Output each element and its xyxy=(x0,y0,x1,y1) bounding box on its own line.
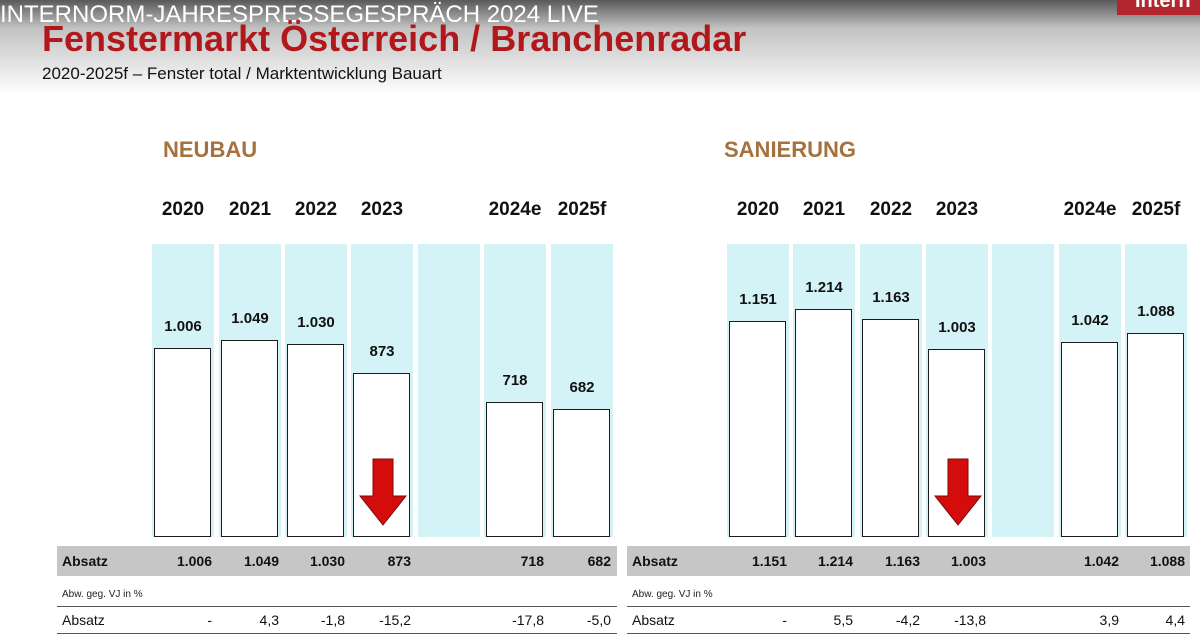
bar-value-label: 873 xyxy=(369,343,395,361)
absatz-value-cell: 1.049 xyxy=(243,553,279,569)
panel-title: NEUBAU xyxy=(163,137,258,162)
year-label: 2024e xyxy=(488,199,542,220)
absatz-value-cell: 1.006 xyxy=(176,553,212,569)
bar-2021 xyxy=(795,309,852,537)
change-value-cell: 5,5 xyxy=(833,612,853,628)
change-value-cell: 3,9 xyxy=(1099,612,1119,628)
year-label: 2020 xyxy=(161,199,205,220)
bar-2025f xyxy=(1127,333,1184,537)
brand-logo-text: Intern xyxy=(1135,0,1191,12)
deviation-note: Abw. geg. VJ in % xyxy=(62,589,143,600)
change-value-cell: 4,3 xyxy=(259,612,279,628)
absatz-value-cell: 1.030 xyxy=(309,553,345,569)
bar-2024e xyxy=(1061,341,1118,537)
bar-value-label: 1.049 xyxy=(231,310,269,328)
year-label: 2023 xyxy=(360,199,404,220)
change-value-cell: - xyxy=(782,612,787,628)
video-title: INTERNORM-JAHRESPRESSEGESPRÄCH 2024 LIVE xyxy=(0,1,599,28)
bar-value-label: 1.042 xyxy=(1071,311,1109,329)
absatz-value-cell: 1.214 xyxy=(817,553,853,569)
slide-title: Fenstermarkt Österreich / Branchenradar xyxy=(42,18,747,59)
bar-2022 xyxy=(862,318,919,537)
bar-value-label: 1.163 xyxy=(872,288,910,306)
change-row-label: Absatz xyxy=(632,612,675,628)
bar-2020 xyxy=(154,348,211,537)
change-row-label: Absatz xyxy=(62,612,105,628)
year-label: 2023 xyxy=(935,199,979,220)
change-value-cell: -4,2 xyxy=(895,612,920,628)
slide-subtitle: 2020-2025f – Fenster total / Marktentwic… xyxy=(42,64,442,83)
down-arrow-icon xyxy=(933,458,983,531)
deviation-note: Abw. geg. VJ in % xyxy=(632,589,713,600)
absatz-value-cell: 1.163 xyxy=(884,553,920,569)
bar-value-label: 1.088 xyxy=(1137,303,1175,320)
absatz-value-cell: 718 xyxy=(520,553,544,569)
absatz-value-cell: 1.088 xyxy=(1149,553,1185,569)
bar-2021 xyxy=(221,340,278,537)
bar-value-label: 1.003 xyxy=(938,318,976,336)
table-divider xyxy=(57,606,617,607)
year-label: 2025f xyxy=(557,199,607,220)
change-value-cell: -13,8 xyxy=(954,612,986,628)
absatz-value-cell: 1.003 xyxy=(950,553,986,569)
change-value-cell: -15,2 xyxy=(379,612,411,628)
year-label: 2021 xyxy=(228,199,272,220)
year-label: 2022 xyxy=(294,199,338,220)
change-value-cell: -1,8 xyxy=(320,612,345,628)
absatz-value-cell: 682 xyxy=(587,553,611,569)
video-overlay-shade xyxy=(0,0,1200,130)
absatz-row-label: Absatz xyxy=(62,553,108,569)
bar-2025f xyxy=(553,409,610,537)
absatz-value-cell: 1.151 xyxy=(751,553,787,569)
absatz-value-cell: 873 xyxy=(387,553,411,569)
bar-value-label: 1.006 xyxy=(164,318,202,336)
year-label: 2022 xyxy=(869,199,913,220)
year-label: 2024e xyxy=(1063,199,1117,220)
year-label: 2020 xyxy=(736,199,780,220)
table-divider xyxy=(627,606,1190,607)
panel-title: SANIERUNG xyxy=(724,137,857,162)
bar-value-label: 1.214 xyxy=(805,279,843,297)
change-value-cell: -17,8 xyxy=(512,612,544,628)
down-arrow-icon xyxy=(358,458,408,531)
table-divider xyxy=(57,633,617,634)
change-value-cell: - xyxy=(207,612,212,628)
bar-value-label: 1.030 xyxy=(297,313,335,331)
bar-value-label: 718 xyxy=(502,372,528,390)
year-label: 2021 xyxy=(802,199,846,220)
absatz-value-cell: 1.042 xyxy=(1083,553,1119,569)
bar-2022 xyxy=(287,343,344,537)
brand-logo: Intern xyxy=(1117,0,1200,15)
bar-value-label: 682 xyxy=(569,379,595,397)
absatz-row xyxy=(57,546,617,576)
column-background xyxy=(418,244,480,537)
change-value-cell: 4,4 xyxy=(1165,612,1185,628)
year-label: 2025f xyxy=(1131,199,1181,220)
change-value-cell: -5,0 xyxy=(586,612,611,628)
bar-2024e xyxy=(486,402,543,537)
table-divider xyxy=(627,633,1190,634)
column-background xyxy=(992,244,1054,537)
absatz-row-label: Absatz xyxy=(632,553,678,569)
bar-value-label: 1.151 xyxy=(739,291,777,309)
absatz-row xyxy=(627,546,1190,576)
bar-2020 xyxy=(729,321,786,537)
